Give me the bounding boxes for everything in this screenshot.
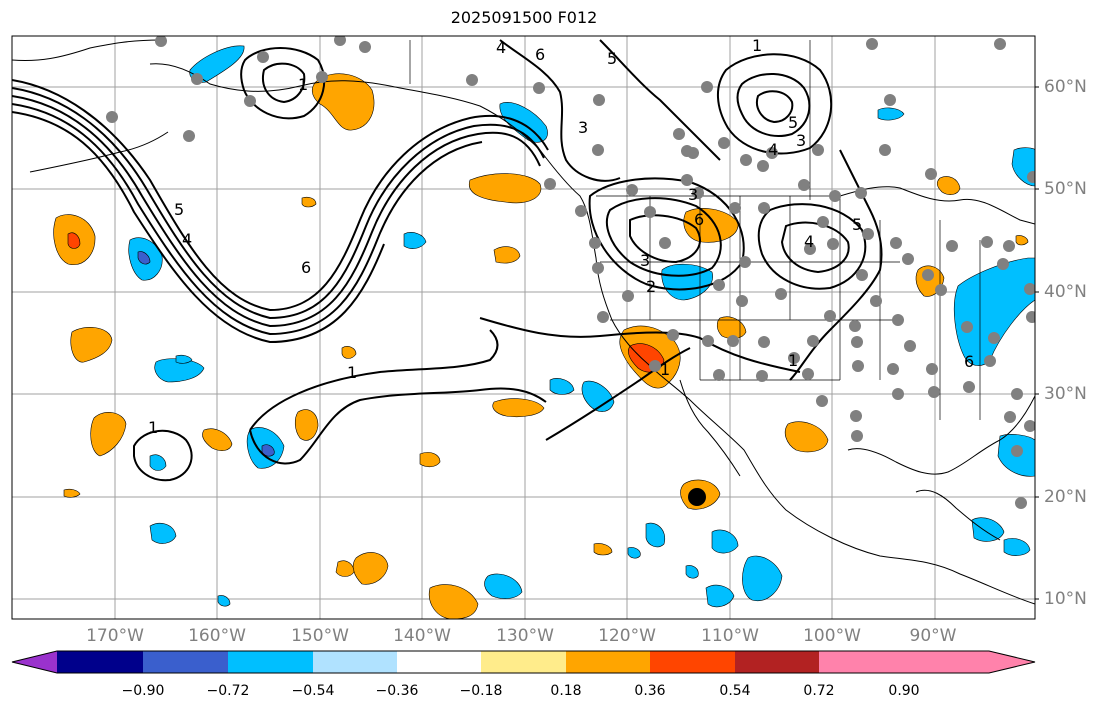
contour-label: 4 [804,232,814,251]
contour-label: 3 [796,131,806,150]
colorbar-tick-label: 0.72 [803,683,835,699]
contour-label: 1 [752,36,762,55]
map-frame [11,35,1036,620]
contour-label: 1 [347,363,357,382]
contour-label: 1 [298,75,308,94]
contour-label: 6 [694,210,704,229]
contour-label: 5 [607,49,617,68]
lon-label: 120°W [598,626,656,646]
colorbar-extend-low [12,651,57,673]
colorbar-segment [313,651,397,673]
contour-label: 4 [182,230,192,249]
lon-label: 90°W [909,626,957,646]
storm-marker [688,488,706,506]
colorbar-tick-label: 0.54 [719,683,751,699]
colorbar-tick-label: −0.36 [375,683,419,699]
lon-label: 170°W [86,626,144,646]
colorbar-tick-label: −0.18 [459,683,503,699]
lat-label: 40°N [1044,282,1087,302]
lon-label: 160°W [188,626,246,646]
contour-label: 6 [535,45,545,64]
contour-labels: 6 4 5 1 1 1 3 4 5 6 1 3 4 6 5 4 3 2 1 3 … [148,36,974,437]
colorbar-segment [143,651,228,673]
contour-label: 4 [768,140,778,159]
colorbar-tick-label: 0.36 [634,683,666,699]
contour-label: 6 [964,352,974,371]
station-markers [106,36,1035,509]
colorbar-extend-high [904,651,1035,673]
contour-label: 1 [660,360,670,379]
contour-label: 5 [852,215,862,234]
contour-label: 1 [148,418,158,437]
colorbar-segment [481,651,566,673]
lon-label: 140°W [393,626,451,646]
lat-label: 20°N [1044,487,1087,507]
colorbar-tick-label: −0.90 [121,683,165,699]
lon-label: 110°W [701,626,759,646]
contour-label: 3 [688,185,698,204]
contour-label: 6 [301,258,311,277]
map-title: 2025091500 F012 [450,8,598,27]
colorbar-tick-label: −0.72 [206,683,250,699]
colorbar-tick-label: 0.18 [550,683,582,699]
colorbar-tick-label: −0.54 [291,683,335,699]
colorbar-segment [735,651,819,673]
lat-label: 50°N [1044,179,1087,199]
contour-label: 4 [496,38,506,57]
lat-label: 10°N [1044,589,1087,609]
colorbar-segment [819,651,904,673]
contour-label: 1 [788,351,798,370]
anomaly-shading [53,45,1035,619]
lon-label: 150°W [291,626,349,646]
colorbar-segment [397,651,481,673]
contour-label: 2 [646,277,656,296]
axis-ticks [1035,86,1039,600]
lon-label: 100°W [803,626,861,646]
colorbar-segment [650,651,735,673]
contour-label: 3 [578,118,588,137]
contour-label: 5 [174,200,184,219]
lon-label: 130°W [496,626,554,646]
lat-label: 60°N [1044,77,1087,97]
colorbar-tick-label: 0.90 [888,683,920,699]
colorbar-segment [566,651,650,673]
colorbar [11,650,1036,674]
contour-label: 5 [788,113,798,132]
colorbar-segment [228,651,313,673]
colorbar-segment [57,651,143,673]
lat-label: 30°N [1044,384,1087,404]
contour-label: 3 [640,251,650,270]
